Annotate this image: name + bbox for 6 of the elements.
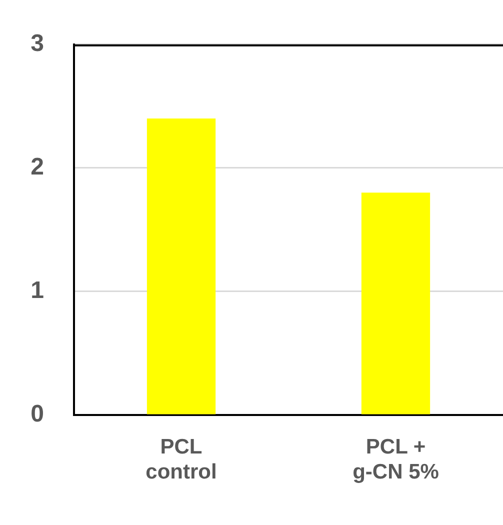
x-tick-label: PCL control <box>146 435 217 484</box>
x-tick-label: PCL + g-CN 5% <box>352 435 440 484</box>
y-tick-label: 2 <box>30 154 44 181</box>
y-tick-label: 3 <box>30 30 44 58</box>
y-tick-label: 0 <box>30 400 44 428</box>
y-tick-label: 1 <box>30 277 44 304</box>
